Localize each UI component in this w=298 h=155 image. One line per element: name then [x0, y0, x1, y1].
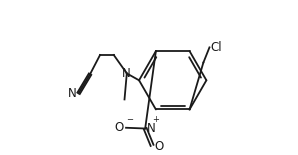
Text: Cl: Cl — [210, 41, 222, 54]
Text: N: N — [68, 87, 77, 100]
Text: N: N — [147, 122, 156, 135]
Text: O: O — [114, 121, 124, 134]
Text: O: O — [154, 140, 164, 153]
Text: −: − — [126, 115, 133, 124]
Text: N: N — [122, 67, 131, 80]
Text: +: + — [153, 115, 159, 124]
